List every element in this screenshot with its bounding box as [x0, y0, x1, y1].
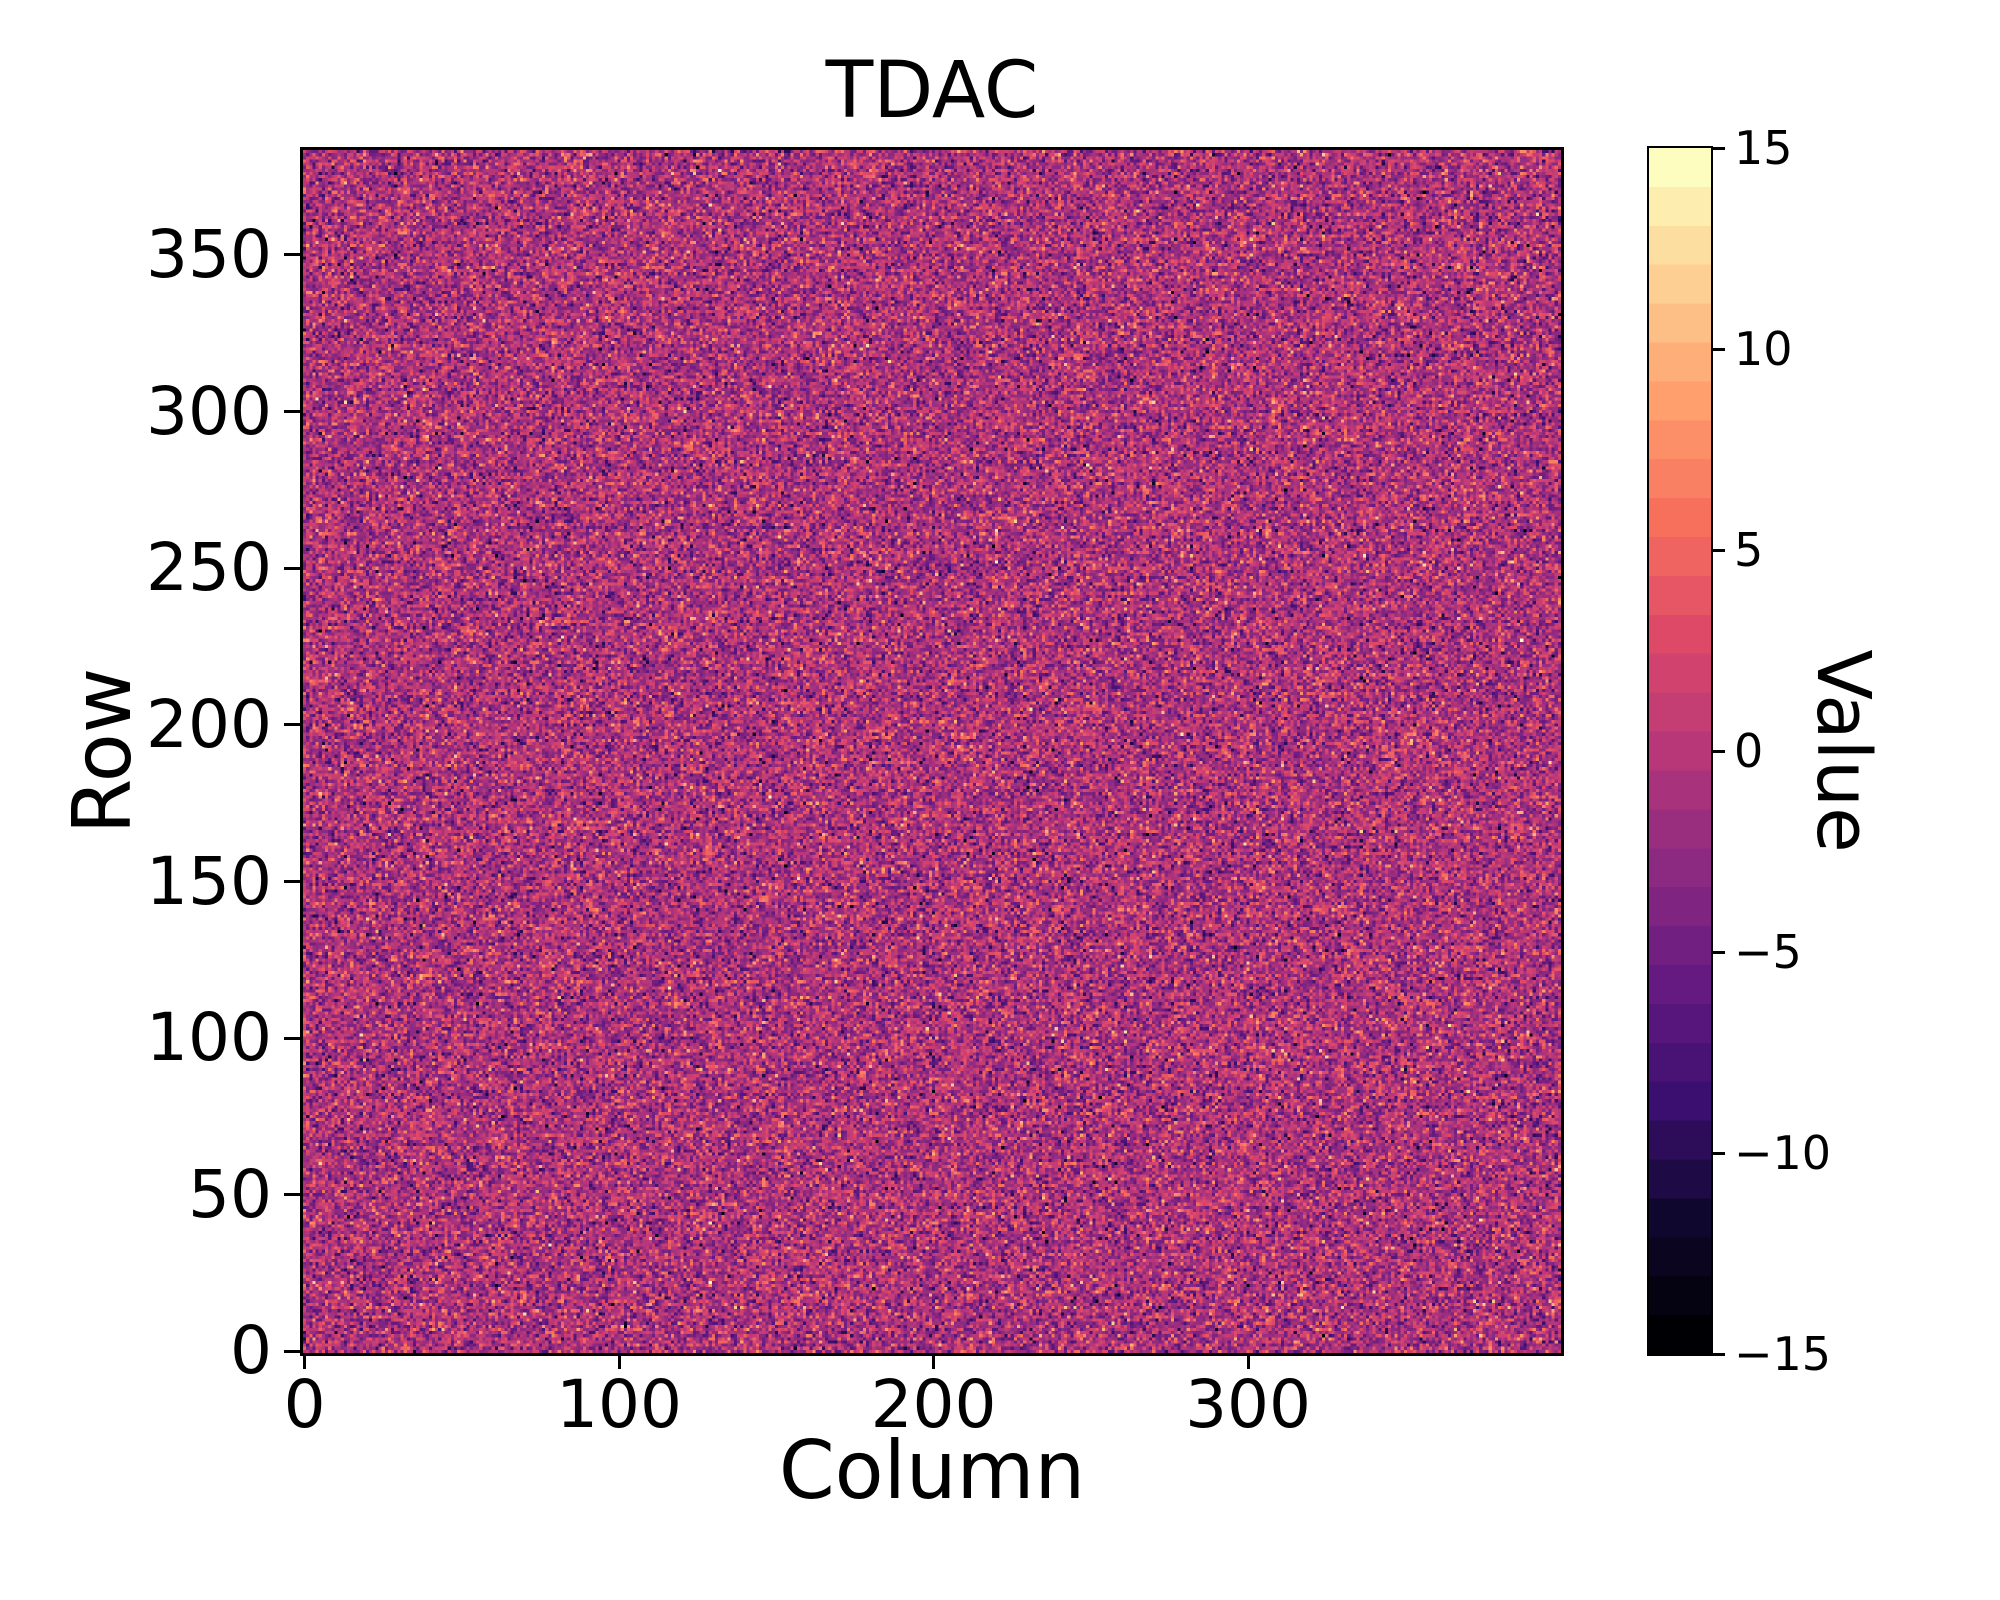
- y-tick-label: 200: [146, 685, 272, 763]
- colorbar-tick-mark: [1711, 1151, 1725, 1155]
- y-tick-mark: [284, 566, 300, 570]
- y-tick-mark: [284, 1036, 300, 1040]
- y-tick-label: 350: [146, 215, 272, 293]
- x-tick-label: 200: [870, 1366, 997, 1443]
- colorbar-tick-label: −5: [1734, 925, 1802, 979]
- colorbar-tick-mark: [1711, 1352, 1725, 1356]
- colorbar-label: Value: [1800, 649, 1886, 853]
- y-tick-mark: [284, 410, 300, 414]
- colorbar-tick-mark: [1711, 548, 1725, 552]
- y-tick-mark: [284, 1193, 300, 1197]
- colorbar-tick-label: 5: [1734, 523, 1764, 577]
- y-tick-mark: [284, 880, 300, 883]
- colorbar-tick-label: −10: [1734, 1126, 1832, 1180]
- y-tick-mark: [284, 1349, 300, 1353]
- colorbar-tick-label: 15: [1734, 121, 1793, 175]
- colorbar-tick-mark: [1711, 146, 1725, 150]
- colorbar-tick-label: −15: [1734, 1327, 1832, 1381]
- colorbar-gradient: [1649, 148, 1711, 1354]
- y-tick-label: 50: [188, 1155, 272, 1233]
- x-tick-mark: [303, 1353, 307, 1369]
- y-tick-label: 0: [230, 1312, 272, 1390]
- x-tick-mark: [932, 1353, 936, 1369]
- colorbar-tick-label: 10: [1734, 322, 1793, 376]
- x-tick-mark: [1246, 1353, 1250, 1369]
- x-axis-label: Column: [778, 1424, 1086, 1517]
- y-tick-mark: [284, 723, 300, 727]
- x-tick-label: 300: [1185, 1366, 1312, 1443]
- y-tick-label: 300: [146, 372, 272, 450]
- x-tick-label: 0: [283, 1366, 326, 1443]
- y-tick-label: 150: [146, 842, 272, 920]
- y-tick-label: 250: [146, 529, 272, 607]
- colorbar-tick-mark: [1711, 749, 1725, 753]
- x-tick-mark: [617, 1353, 621, 1369]
- colorbar-tick-mark: [1711, 950, 1725, 954]
- heatmap-canvas: [303, 150, 1561, 1353]
- y-tick-mark: [284, 253, 300, 257]
- x-tick-label: 100: [556, 1366, 683, 1443]
- colorbar-tick-mark: [1711, 347, 1725, 351]
- chart-title: TDAC: [825, 46, 1039, 136]
- y-axis-label: Row: [56, 667, 149, 835]
- colorbar-tick-label: 0: [1734, 724, 1764, 778]
- y-tick-label: 100: [146, 999, 272, 1077]
